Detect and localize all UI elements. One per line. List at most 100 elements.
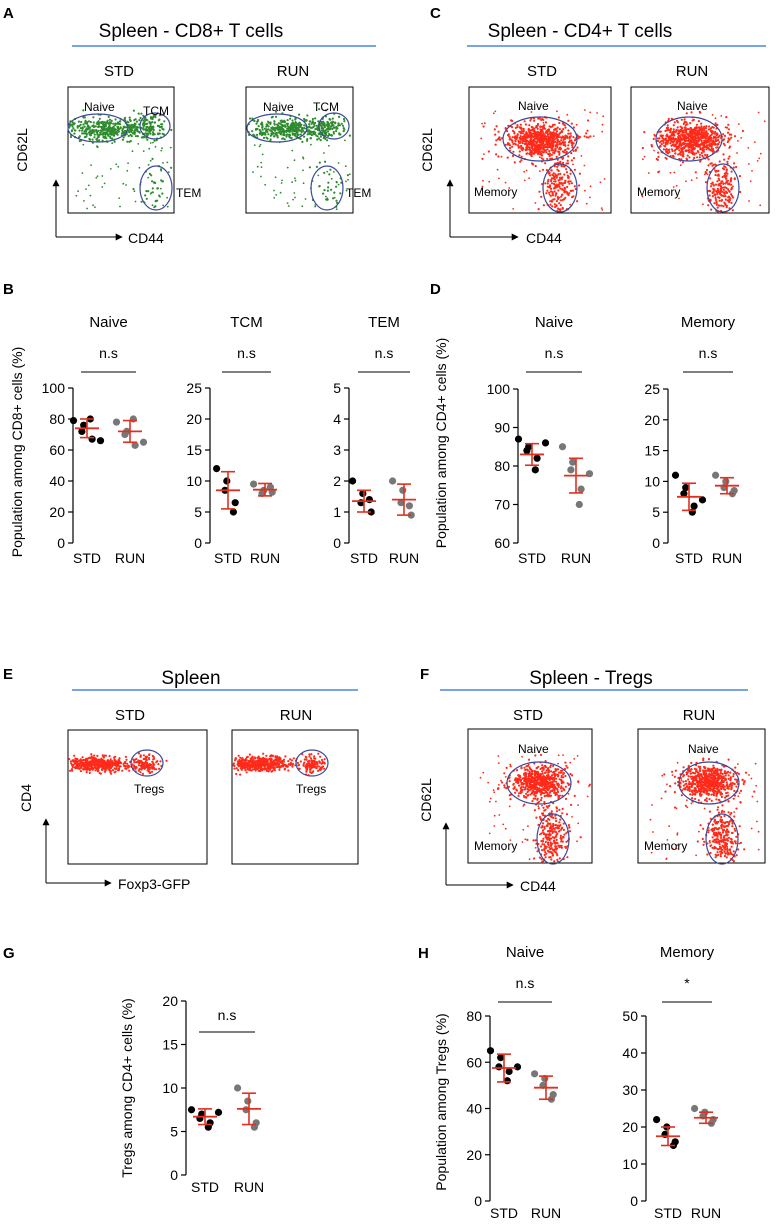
facs-event [307,126,310,129]
facs-event [79,758,82,761]
facs-event [532,149,536,152]
facs-event [265,754,268,757]
facs-event [544,162,547,165]
facs-event [115,764,118,768]
facs-event [101,123,105,126]
facs-event [545,146,548,149]
facs-event [584,189,586,192]
facs-event [286,765,289,768]
facs-event [261,153,264,156]
facs-event [670,144,673,147]
facs-event [484,122,486,125]
facs-event [553,123,556,126]
facs-event [335,208,338,211]
facs-event [548,186,552,189]
facs-event [85,127,88,131]
facs-event [138,166,141,169]
facs-event [535,781,538,785]
facs-event [232,764,235,767]
facs-event [665,135,669,138]
facs-event [317,137,321,140]
facs-event [311,121,314,125]
facs-event [737,123,740,125]
facs-event [566,856,569,859]
facs-event [711,114,714,116]
facs-event [311,120,314,123]
facs-event [260,175,262,178]
facs-a-run-label-naive: Naive [263,100,294,114]
facs-event [703,140,706,144]
facs-event [558,153,561,156]
facs-event [553,175,556,179]
facs-event [735,165,738,169]
facs-event [145,134,149,137]
facs-event [94,125,97,128]
facs-event [584,109,586,111]
facs-event [506,142,510,145]
facs-event [541,130,544,133]
facs-event [170,166,173,169]
facs-event [539,793,543,796]
facs-event [513,142,516,145]
facs-event [514,126,517,129]
facs-event [571,146,574,149]
facs-event [725,204,729,207]
facs-event [503,786,506,789]
facs-event [285,135,288,138]
facs-event [539,767,542,771]
facs-event [483,153,485,156]
facs-event [662,141,665,144]
facs-event [722,205,725,208]
facs-panel-a: STD RUN Naive TCM TEM Naive TCM TEM CD62… [14,63,371,246]
facs-event [706,173,709,176]
facs-event [301,140,304,143]
facs-event [720,198,724,202]
facs-event [337,162,340,164]
facs-event [707,128,711,131]
facs-event [244,764,247,768]
facs-event [511,139,514,142]
facs-event [280,121,283,124]
facs-event [123,118,126,121]
facs-event [572,149,575,152]
facs-event [337,122,340,125]
facs-event [674,152,677,155]
facs-event [345,189,348,192]
facs-event [513,161,516,164]
facs-event [289,761,292,765]
facs-event [526,139,529,143]
facs-event [271,766,275,769]
facs-event [86,207,88,210]
facs-event [533,119,536,122]
facs-event [566,782,569,785]
facs-event [666,124,669,127]
facs-event [548,770,551,774]
facs-event [74,760,77,763]
facs-event [278,127,281,130]
facs-event [578,184,581,187]
facs-event [137,764,140,767]
facs-event [134,200,137,203]
facs-event [521,132,524,135]
facs-event [540,796,543,800]
facs-event [315,127,319,130]
facs-event [107,134,110,137]
facs-event [72,123,75,126]
facs-event [91,125,94,128]
facs-event [511,129,515,132]
facs-event [724,175,727,177]
facs-event [531,129,535,132]
facs-event [347,178,349,181]
facs-event [717,183,720,186]
facs-event [310,753,313,756]
facs-event [550,199,553,202]
facs-event [580,155,583,157]
facs-event [128,126,131,129]
facs-event [662,138,666,141]
facs-event [150,191,153,194]
facs-event [519,792,522,795]
facs-event [79,770,82,773]
facs-event [249,769,252,772]
facs-event [558,121,561,125]
facs-event [151,116,155,119]
